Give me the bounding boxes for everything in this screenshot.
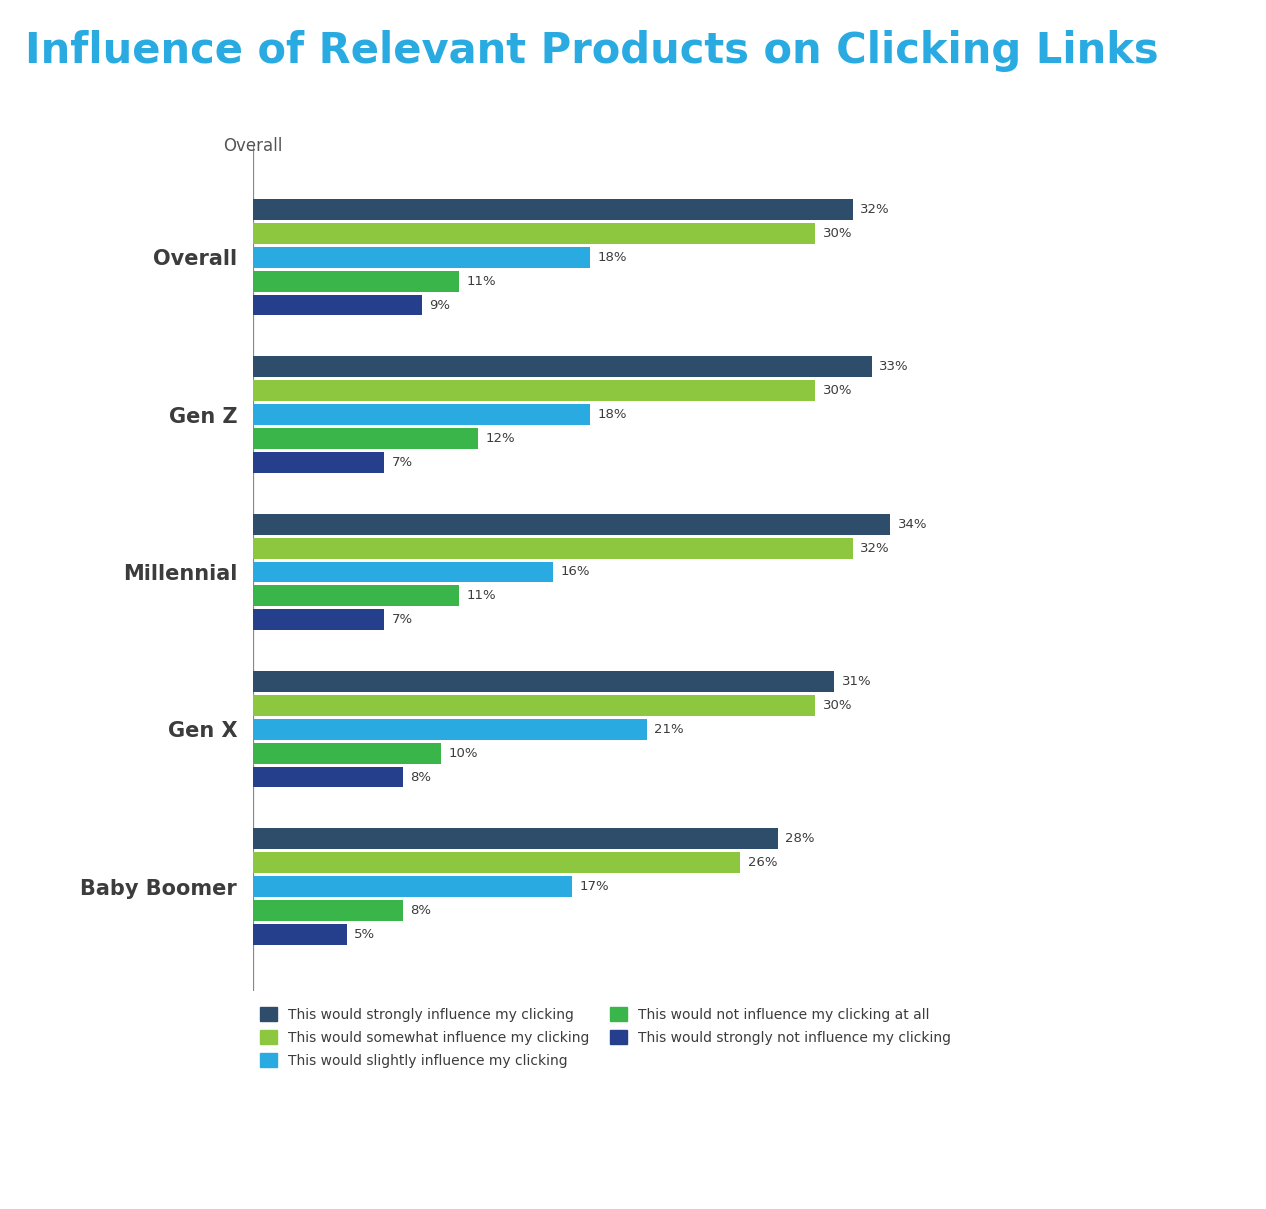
Text: 7%: 7%	[392, 456, 413, 469]
Text: 32%: 32%	[861, 542, 890, 555]
Text: 28%: 28%	[785, 833, 815, 845]
Bar	[253, 538, 853, 559]
Text: 9%: 9%	[429, 299, 451, 312]
Text: 33%: 33%	[879, 360, 909, 374]
Text: 26%: 26%	[748, 856, 777, 869]
Legend: This would strongly influence my clicking, This would somewhat influence my clic: This would strongly influence my clickin…	[260, 1007, 951, 1068]
Bar	[253, 381, 815, 401]
Bar	[253, 695, 815, 716]
Text: 12%: 12%	[486, 432, 515, 445]
Bar	[253, 271, 460, 291]
Text: 34%: 34%	[898, 517, 927, 531]
Bar	[253, 452, 385, 473]
Bar	[253, 719, 647, 740]
Text: 5%: 5%	[354, 927, 376, 941]
Bar	[253, 404, 590, 426]
Bar	[253, 877, 572, 897]
Bar	[253, 742, 441, 764]
Text: 8%: 8%	[410, 770, 432, 783]
Text: 11%: 11%	[467, 589, 496, 602]
Text: 11%: 11%	[467, 274, 496, 288]
Text: 10%: 10%	[448, 747, 477, 759]
Text: 30%: 30%	[823, 227, 852, 239]
Text: 18%: 18%	[598, 250, 628, 264]
Text: 21%: 21%	[655, 723, 684, 736]
Text: 16%: 16%	[561, 566, 590, 578]
Text: 18%: 18%	[598, 409, 628, 421]
Bar	[253, 852, 741, 873]
Bar	[253, 428, 479, 449]
Text: 30%: 30%	[823, 384, 852, 398]
Text: Influence of Relevant Products on Clicking Links: Influence of Relevant Products on Clicki…	[25, 30, 1158, 73]
Bar	[253, 247, 590, 267]
Bar	[253, 295, 422, 316]
Bar	[253, 767, 403, 787]
Text: 31%: 31%	[842, 675, 871, 688]
Bar	[253, 561, 553, 583]
Bar	[253, 671, 834, 692]
Bar	[253, 585, 460, 606]
Text: 32%: 32%	[861, 203, 890, 216]
Text: 30%: 30%	[823, 699, 852, 712]
Bar	[253, 199, 853, 220]
Bar	[253, 899, 403, 921]
Bar	[253, 609, 385, 630]
Text: 17%: 17%	[580, 880, 609, 893]
Text: 7%: 7%	[392, 613, 413, 626]
Bar	[253, 357, 871, 377]
Text: Overall: Overall	[224, 137, 282, 155]
Bar	[253, 924, 347, 944]
Bar	[253, 222, 815, 244]
Bar	[253, 828, 777, 850]
Text: 8%: 8%	[410, 904, 432, 916]
Bar	[253, 514, 890, 534]
